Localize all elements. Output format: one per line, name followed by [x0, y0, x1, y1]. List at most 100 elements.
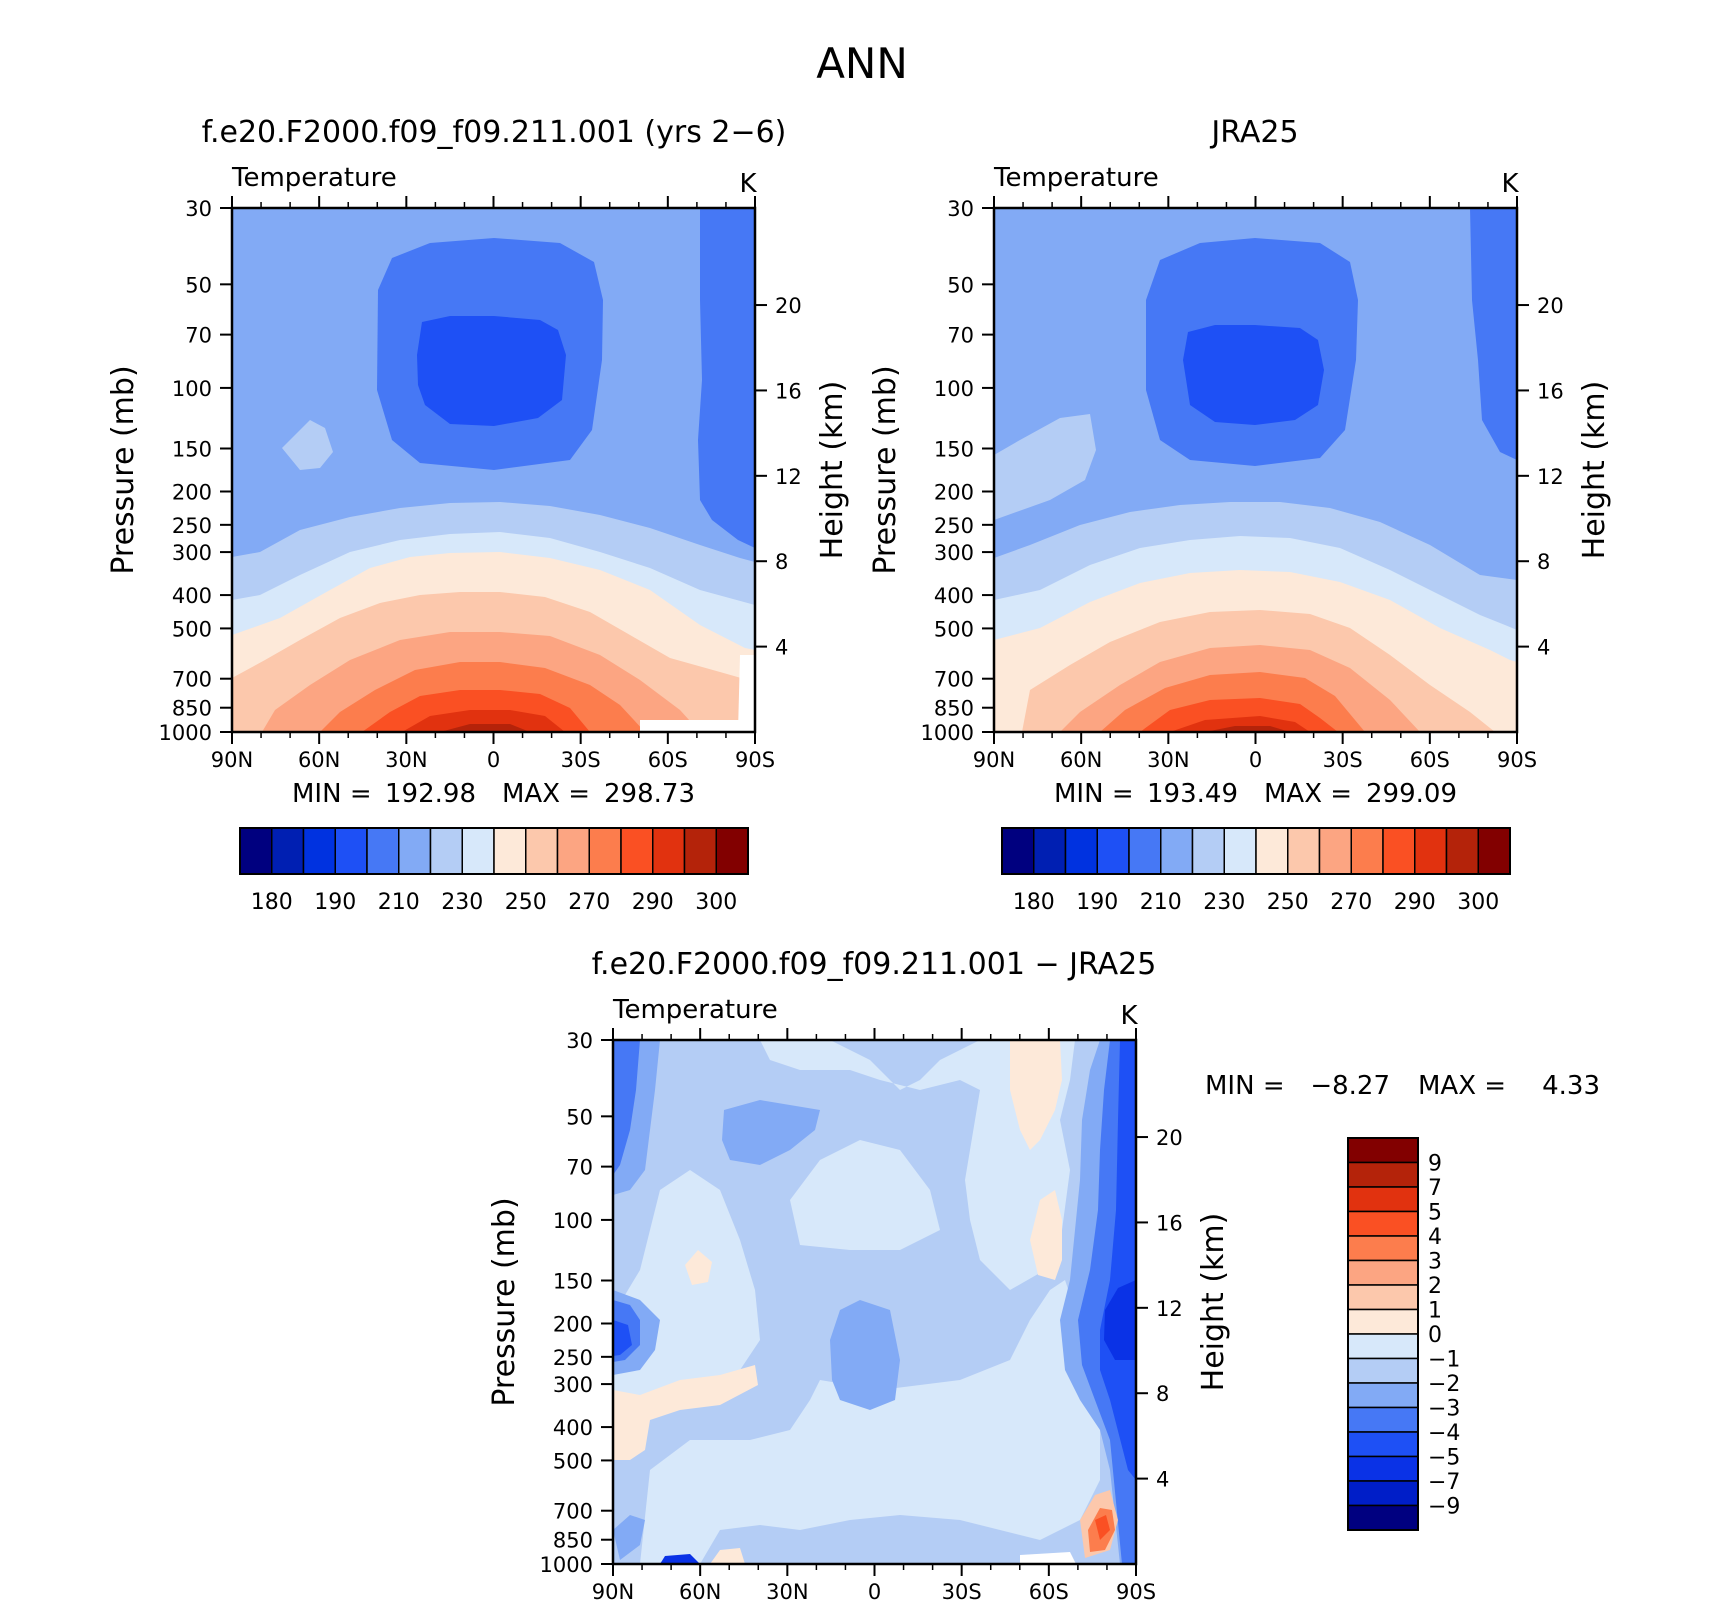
colorbar-label: −5 [1428, 1446, 1460, 1471]
y-tick-label: 150 [172, 438, 212, 462]
colorbar-swatch [1347, 1235, 1419, 1262]
x-tick-label: 90S [1116, 1580, 1156, 1600]
y-tick-label: 150 [934, 438, 974, 462]
colorbar-label: 230 [441, 890, 483, 915]
colorbar-swatch [429, 827, 463, 875]
y-tick-label: 70 [566, 1156, 593, 1180]
contour-band [1095, 1515, 1110, 1540]
y2-tick-label: 20 [1537, 294, 1564, 318]
colorbar-swatch [1255, 827, 1289, 875]
panel-diff-contours [613, 1040, 1136, 1564]
colorbar-swatch [652, 827, 686, 875]
y2-tick-label: 20 [1156, 1126, 1183, 1150]
y-tick-label: 200 [553, 1312, 593, 1336]
colorbar-swatch [1347, 1186, 1419, 1213]
colorbar-label: 230 [1203, 890, 1245, 915]
page-title: ANN [816, 39, 908, 88]
colorbar-swatch [1318, 827, 1352, 875]
panel-model-variable-label: Temperature [231, 163, 397, 193]
panel-obs-y2label: Height (km) [1577, 381, 1612, 560]
y-tick-label: 700 [553, 1500, 593, 1524]
colorbar-swatch [1382, 827, 1416, 875]
y-tick-label: 850 [172, 697, 212, 721]
colorbar-label: 180 [251, 890, 293, 915]
colorbar-swatch [1347, 1406, 1419, 1433]
y-tick-label: 100 [553, 1209, 593, 1233]
colorbar-swatch [1347, 1308, 1419, 1335]
y2-tick-label: 20 [775, 294, 802, 318]
panel-diff-units-label: K [1120, 1001, 1138, 1031]
contour-band [402, 710, 565, 732]
colorbar-swatch [1347, 1210, 1419, 1237]
contour-band [440, 724, 530, 732]
x-tick-label: 30S [942, 1580, 982, 1600]
colorbar-label: 0 [1428, 1323, 1442, 1348]
y2-tick-label: 4 [1156, 1468, 1169, 1492]
x-tick-label: 30N [1147, 748, 1189, 772]
x-tick-label: 60S [648, 748, 688, 772]
colorbar-swatch [1223, 827, 1257, 875]
y2-tick-label: 12 [1537, 465, 1564, 489]
panel-obs-max-value: 299.09 [1366, 779, 1457, 809]
colorbar-label: −9 [1428, 1495, 1460, 1520]
panel-diff-max-value: 4.33 [1542, 1071, 1600, 1101]
contour-band [1104, 1280, 1136, 1360]
colorbar-swatch [525, 827, 559, 875]
colorbar-swatch [1033, 827, 1067, 875]
colorbar-label: 270 [568, 890, 610, 915]
colorbar-label: −4 [1428, 1421, 1460, 1446]
colorbar-label: −3 [1428, 1397, 1460, 1422]
panel-obs-ylabel: Pressure (mb) [868, 365, 903, 574]
y-tick-label: 100 [934, 377, 974, 401]
x-tick-label: 60S [1410, 748, 1450, 772]
colorbar-swatch [1347, 1382, 1419, 1409]
colorbar-frame [239, 827, 749, 875]
panel-diff-max-label: MAX = [1418, 1071, 1506, 1101]
y-tick-label: 250 [553, 1346, 593, 1370]
y2-tick-label: 4 [1537, 636, 1550, 660]
colorbar-label: 1 [1428, 1299, 1442, 1324]
contour-band [1470, 208, 1517, 460]
contour-band [1183, 325, 1324, 425]
y-tick-label: 700 [172, 668, 212, 692]
colorbar-label: 300 [1457, 890, 1499, 915]
colorbar-swatch [715, 827, 749, 875]
y-tick-label: 1000 [159, 721, 212, 745]
colorbar-label: 9 [1428, 1152, 1442, 1177]
y-tick-label: 850 [934, 697, 974, 721]
y-tick-label: 400 [172, 584, 212, 608]
y-tick-label: 250 [934, 514, 974, 538]
panel-diff-variable-label: Temperature [612, 995, 778, 1025]
colorbar-label: 290 [1394, 890, 1436, 915]
panel-diff-min-label: MIN = [1205, 1071, 1285, 1101]
panel-model-title: f.e20.F2000.f09_f09.211.001 (yrs 2−6) [202, 115, 787, 150]
colorbar-swatch [1347, 1284, 1419, 1311]
panel-model-contours [232, 208, 755, 732]
y2-tick-label: 8 [1156, 1382, 1169, 1406]
colorbar-label: 300 [695, 890, 737, 915]
colorbar-swatch [1347, 1137, 1419, 1164]
panel-diff-ylabel: Pressure (mb) [487, 1197, 522, 1406]
y-tick-label: 50 [947, 273, 974, 297]
y2-tick-label: 16 [1156, 1211, 1183, 1235]
x-tick-label: 60N [679, 1580, 721, 1600]
x-tick-label: 0 [487, 748, 500, 772]
colorbar-swatch [556, 827, 590, 875]
colorbar-label: 2 [1428, 1274, 1442, 1299]
panel-obs-title: JRA25 [1209, 115, 1298, 150]
colorbar-swatch [1445, 827, 1479, 875]
colorbar-label: 250 [505, 890, 547, 915]
y2-tick-label: 16 [1537, 379, 1564, 403]
colorbar-label: 190 [1076, 890, 1118, 915]
y-tick-label: 300 [934, 541, 974, 565]
panel-diff-y2label: Height (km) [1196, 1213, 1231, 1392]
colorbar-swatch [493, 827, 527, 875]
colorbar-label: 7 [1428, 1176, 1442, 1201]
x-tick-label: 30N [766, 1580, 808, 1600]
colorbar-frame [1347, 1137, 1419, 1531]
contour-band [994, 414, 1096, 520]
y-tick-label: 300 [172, 541, 212, 565]
